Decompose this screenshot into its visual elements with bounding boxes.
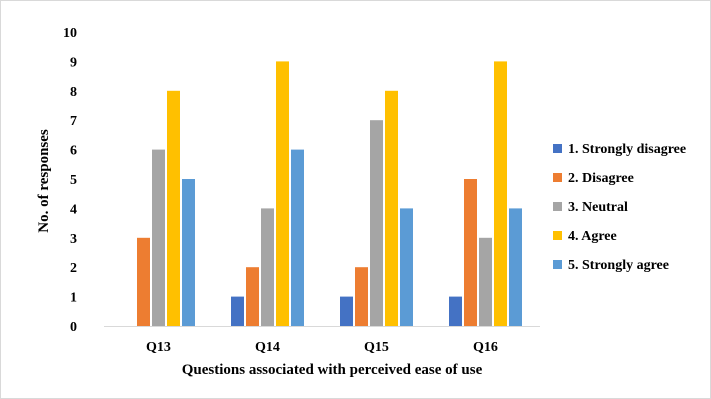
- y-tick-label: 2: [70, 261, 77, 276]
- bar: [370, 120, 383, 326]
- bars: [137, 61, 522, 327]
- legend-swatch: [553, 144, 562, 153]
- bar: [479, 237, 492, 326]
- bar: [231, 296, 244, 326]
- x-tick-label: Q16: [473, 340, 498, 355]
- legend-swatch: [553, 173, 562, 182]
- bar: [152, 149, 165, 326]
- legend: 1. Strongly disagree 2. Disagree 3. Neutra…: [553, 142, 686, 273]
- bar: [385, 90, 398, 326]
- legend-swatch: [553, 260, 562, 269]
- y-tick-label: 7: [70, 114, 77, 129]
- bar: [494, 61, 507, 327]
- legend-label: 1. Strongly disagree: [568, 142, 686, 157]
- bar: [291, 149, 304, 326]
- y-tick-label: 10: [63, 26, 77, 41]
- bar: [464, 179, 477, 326]
- legend-label: 3. Neutral: [568, 200, 628, 215]
- y-tick-label: 3: [70, 232, 77, 247]
- bar: [400, 208, 413, 326]
- y-tick-label: 8: [70, 85, 77, 100]
- x-tick-label: Q14: [255, 340, 280, 355]
- legend-swatch: [553, 231, 562, 240]
- legend-label: 4. Agree: [568, 229, 617, 244]
- bar: [137, 237, 150, 326]
- legend-label: 2. Disagree: [568, 171, 634, 186]
- bar: [355, 267, 368, 326]
- bar: [449, 296, 462, 326]
- x-axis-title: Questions associated with perceived ease…: [182, 362, 483, 378]
- y-tick-label: 9: [70, 55, 77, 70]
- x-axis-ticks: Q13 Q14 Q15 Q16: [146, 340, 498, 355]
- bar: [182, 179, 195, 326]
- bar: [167, 90, 180, 326]
- y-axis-ticks: 0 1 2 3 4 5 6 7 8 9 10: [63, 26, 77, 335]
- y-axis-title: No. of responses: [36, 129, 52, 233]
- y-tick-label: 1: [70, 291, 77, 306]
- bar: [276, 61, 289, 327]
- y-tick-label: 4: [70, 202, 77, 217]
- legend-swatch: [553, 202, 562, 211]
- bar: [509, 208, 522, 326]
- bar: [246, 267, 259, 326]
- y-tick-label: 5: [70, 173, 77, 188]
- y-tick-label: 0: [70, 320, 77, 335]
- y-tick-label: 6: [70, 144, 77, 159]
- legend-label: 5. Strongly agree: [568, 258, 669, 273]
- bar: [261, 208, 274, 326]
- x-tick-label: Q13: [146, 340, 171, 355]
- bar: [340, 296, 353, 326]
- x-tick-label: Q15: [364, 340, 389, 355]
